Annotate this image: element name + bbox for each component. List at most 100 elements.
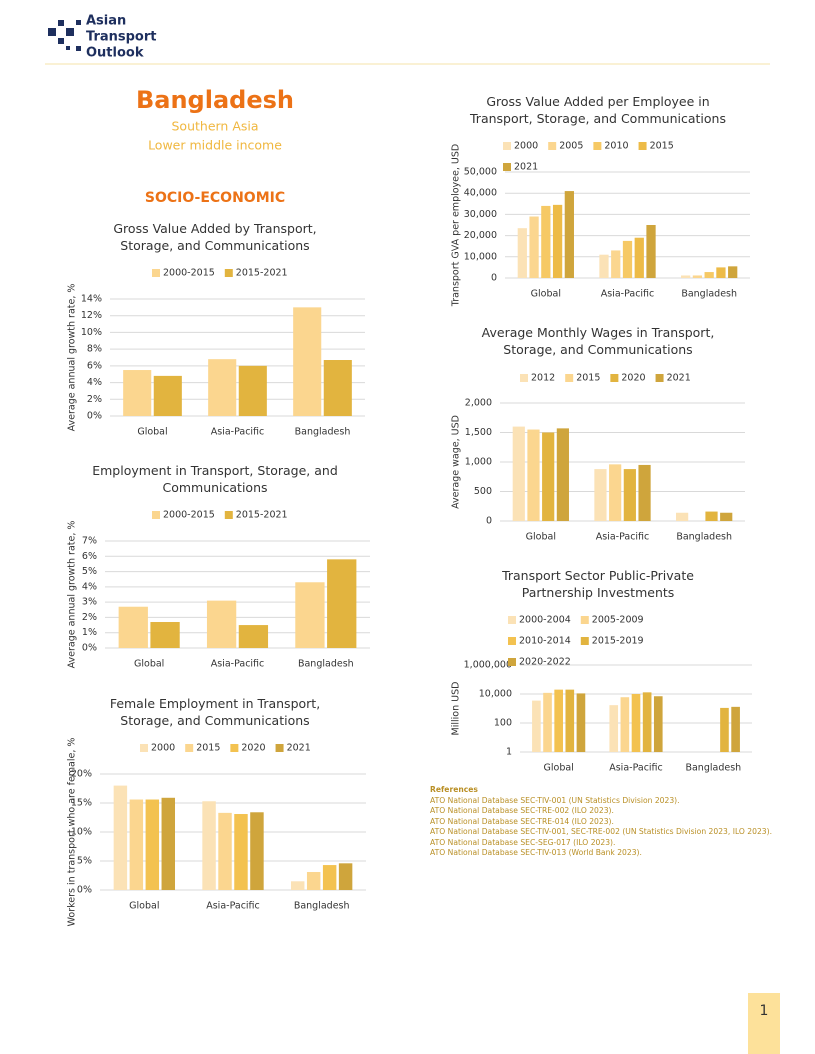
legend-label: 2015	[576, 373, 600, 384]
bar	[692, 275, 703, 278]
bar	[622, 240, 633, 278]
legend-label: 2012	[531, 373, 555, 384]
legend-swatch	[152, 511, 160, 519]
y-tick-label: 0%	[82, 643, 97, 654]
y-tick-label: 3%	[82, 597, 97, 608]
x-tick-label: Global	[526, 532, 556, 543]
legend-label: 2015	[196, 743, 220, 754]
bar	[611, 250, 621, 278]
chart-title: Female Employment in Transport, Storage,…	[109, 696, 321, 728]
legend-label: 2020	[241, 743, 265, 754]
bar	[529, 216, 539, 278]
bar	[564, 191, 574, 278]
bar	[728, 266, 738, 278]
x-tick-label: Bangladesh	[294, 901, 350, 912]
chart-title: Gross Value Added by Transport, Storage,…	[113, 221, 317, 253]
reference: ATO National Database SEC-TIV-013 (World…	[430, 848, 642, 857]
y-axis-label: Average annual growth rate, %	[67, 284, 78, 432]
section-title: SOCIO-ECONOMIC	[145, 190, 285, 206]
legend-swatch	[503, 163, 511, 171]
reference: ATO National Database SEC-TRE-002 (ILO 2…	[430, 806, 614, 815]
x-tick-label: Bangladesh	[298, 659, 354, 670]
legend-swatch	[655, 374, 664, 382]
y-tick-label: 4%	[87, 377, 102, 388]
y-tick-label: 0%	[77, 885, 92, 896]
x-tick-label: Bangladesh	[295, 427, 351, 438]
y-tick-label: 1,500	[465, 427, 492, 438]
y-axis-label: Workers in transport who are female, %	[67, 738, 78, 927]
legend-swatch	[224, 511, 233, 519]
legend-label: 2020	[621, 373, 645, 384]
y-tick-label: 0	[491, 273, 497, 284]
legend-label: 2015-2021	[236, 510, 288, 521]
bar	[512, 426, 525, 521]
bar	[290, 881, 305, 890]
bar	[323, 360, 352, 416]
chart-title: Employment in Transport, Storage, and Co…	[92, 463, 338, 495]
y-tick-label: 40,000	[464, 188, 497, 199]
y-tick-label: 20%	[71, 769, 92, 780]
legend-label: 2000	[514, 141, 538, 152]
bar	[623, 469, 636, 521]
chart-title: Transport Sector Public-Private Partners…	[502, 568, 694, 600]
y-axis-label: Average annual growth rate, %	[67, 521, 78, 669]
bar	[631, 694, 641, 752]
bar	[716, 267, 726, 278]
legend-swatch	[638, 142, 647, 150]
bar	[565, 689, 575, 752]
bar	[234, 814, 248, 890]
x-tick-label: Bangladesh	[676, 532, 732, 543]
bar	[638, 464, 651, 521]
bar	[541, 205, 551, 278]
reference: ATO National Database SEC-SEG-017 (ILO 2…	[430, 837, 616, 847]
region: Southern Asia	[171, 119, 258, 134]
bar	[705, 511, 718, 521]
bar	[238, 365, 267, 416]
bar	[206, 600, 237, 648]
legend-swatch	[508, 616, 516, 624]
legend-label: 2021	[287, 743, 311, 754]
y-axis-label: Transport GVA per employee, USD	[451, 144, 462, 307]
bar	[238, 625, 269, 648]
bar	[145, 799, 160, 890]
y-tick-label: 2%	[87, 394, 102, 405]
legend-swatch	[565, 374, 574, 382]
chart-title: Gross Value Added per Employee in Transp…	[470, 94, 726, 126]
references: References ATO National Database SEC-TIV…	[430, 785, 775, 859]
bar	[642, 692, 652, 752]
legend-label: 2000	[151, 743, 175, 754]
bar	[338, 863, 353, 890]
bar	[542, 432, 555, 521]
bar	[576, 693, 586, 752]
y-tick-label: 2,000	[465, 398, 492, 409]
logo-text: Transport	[86, 30, 156, 45]
legend-swatch	[508, 637, 516, 645]
bar	[704, 272, 714, 278]
bar	[681, 275, 691, 278]
bar	[646, 225, 656, 278]
y-tick-label: 7%	[82, 536, 97, 547]
references-title: References	[430, 785, 478, 794]
y-tick-label: 5%	[82, 566, 97, 577]
x-tick-label: Asia-Pacific	[601, 289, 655, 300]
x-tick-label: Global	[129, 901, 159, 912]
page-number: 1	[748, 993, 780, 1054]
x-tick-label: Asia-Pacific	[609, 763, 663, 774]
legend-swatch	[230, 744, 239, 752]
bar	[161, 797, 176, 890]
y-tick-label: 10%	[81, 327, 102, 338]
legend-label: 2005-2009	[592, 615, 644, 626]
bar	[295, 582, 325, 648]
bar	[129, 799, 144, 890]
legend-label: 2010	[604, 141, 628, 152]
y-tick-label: 6%	[87, 360, 102, 371]
x-tick-label: Asia-Pacific	[596, 532, 650, 543]
legend-label: 2021	[514, 162, 538, 173]
legend-swatch	[140, 744, 148, 752]
country: Bangladesh	[136, 86, 294, 114]
x-tick-label: Asia-Pacific	[206, 901, 260, 912]
y-tick-label: 14%	[81, 294, 102, 305]
y-tick-label: 8%	[87, 344, 102, 355]
